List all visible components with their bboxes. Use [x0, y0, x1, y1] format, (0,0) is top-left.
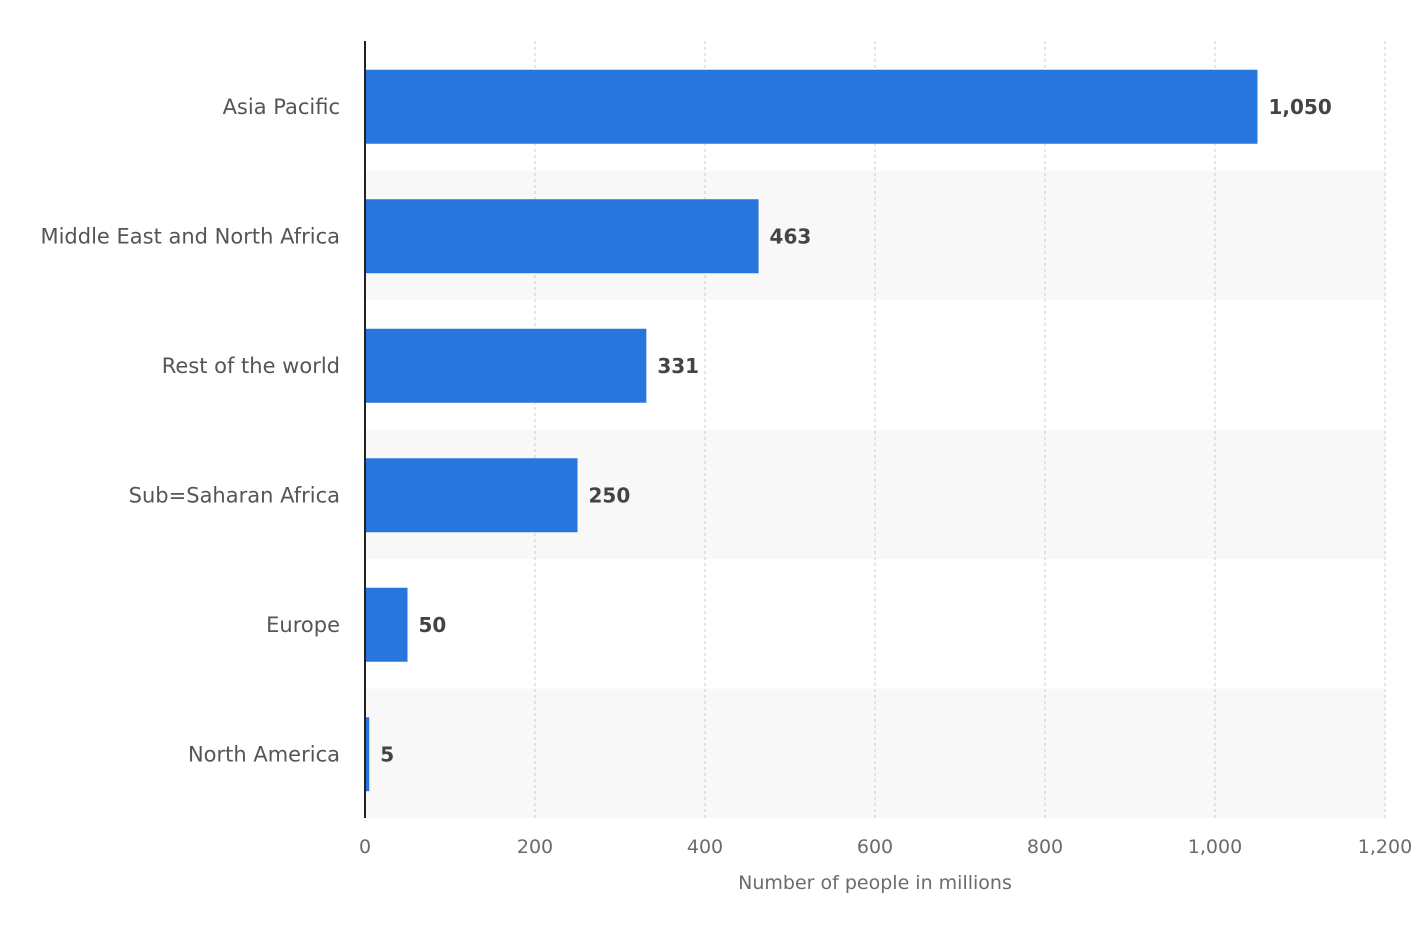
- category-label: Europe: [266, 613, 340, 637]
- bar: [365, 69, 1258, 144]
- bar: [365, 717, 370, 792]
- value-label: 50: [419, 613, 447, 637]
- value-label: 331: [657, 354, 699, 378]
- x-tick-label: 0: [359, 836, 371, 858]
- x-tick-label: 200: [517, 836, 553, 858]
- category-label: North America: [188, 742, 340, 766]
- bars: [365, 69, 1258, 792]
- x-tick-labels: 0 200 400 600 800 1,000 1,200: [359, 836, 1412, 858]
- x-tick-label: 600: [857, 836, 893, 858]
- category-label: Middle East and North Africa: [40, 224, 340, 248]
- x-tick-label: 400: [687, 836, 723, 858]
- value-label: 463: [770, 224, 812, 248]
- x-tick-label: 800: [1027, 836, 1063, 858]
- x-axis-title: Number of people in millions: [738, 872, 1012, 894]
- value-label: 250: [589, 483, 631, 507]
- bar: [365, 458, 578, 533]
- x-tick-label: 1,000: [1188, 836, 1242, 858]
- category-label: Sub=Saharan Africa: [129, 483, 340, 507]
- category-label: Asia Pacific: [223, 95, 340, 119]
- bar: [365, 199, 759, 274]
- row-band: [365, 688, 1385, 818]
- bar: [365, 328, 647, 403]
- value-label: 5: [380, 742, 394, 766]
- x-tick-label: 1,200: [1358, 836, 1412, 858]
- category-labels: Asia Pacific Middle East and North Africa…: [40, 95, 340, 767]
- value-labels: 1,050 463 331 250 50 5: [380, 95, 1332, 767]
- category-label: Rest of the world: [162, 354, 340, 378]
- value-label: 1,050: [1269, 95, 1332, 119]
- bar: [365, 587, 408, 662]
